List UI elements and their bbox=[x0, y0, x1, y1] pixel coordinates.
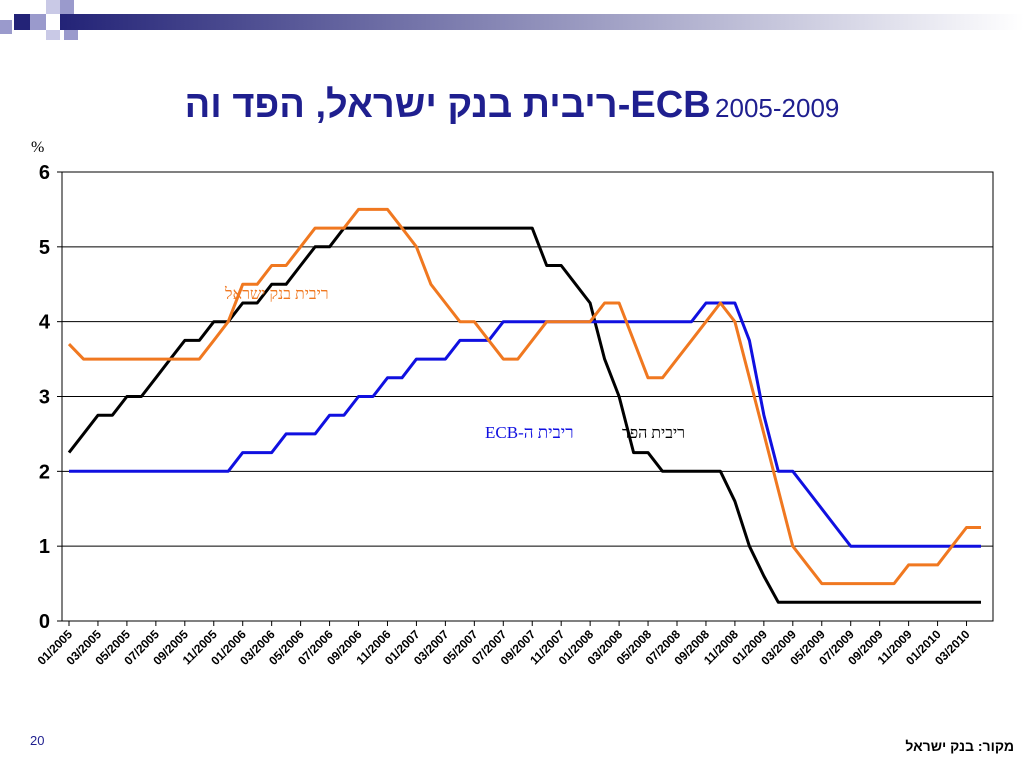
y-tick-label: 3 bbox=[39, 387, 50, 409]
y-tick-label: 6 bbox=[39, 162, 50, 184]
annotation-ecb: ריבית ה-ECB bbox=[485, 423, 574, 442]
decor-square bbox=[14, 14, 30, 30]
decor-square bbox=[30, 14, 46, 30]
slide-number: 20 bbox=[30, 733, 45, 748]
annotation-boi: ריבית בנק ישראל bbox=[224, 285, 329, 303]
decor-square bbox=[60, 0, 74, 14]
title-main: ריבית בנק ישראל, הפד וה-ECB bbox=[184, 84, 711, 126]
decor-square bbox=[0, 20, 12, 34]
title-years: 2005-2009 bbox=[715, 93, 840, 123]
series-lines bbox=[67, 207, 981, 604]
y-tick-label: 0 bbox=[39, 611, 50, 633]
source-note: מקור: בנק ישראל bbox=[905, 738, 1014, 754]
x-axis-ticks: 01/200503/200505/200507/200509/200511/20… bbox=[35, 621, 973, 668]
decor-square bbox=[46, 0, 60, 14]
decor-square bbox=[46, 30, 60, 40]
y-axis-label: % bbox=[31, 139, 44, 156]
series-line bbox=[67, 207, 981, 586]
series-line bbox=[69, 301, 981, 548]
decor-square bbox=[0, 0, 16, 16]
decorative-squares bbox=[0, 0, 1024, 40]
y-tick-label: 2 bbox=[39, 461, 50, 483]
y-tick-label: 4 bbox=[39, 312, 51, 334]
annotation-fed: ריבית הפד bbox=[622, 425, 685, 442]
y-axis-ticks: 0 1 2 3 4 5 6 bbox=[39, 162, 62, 633]
y-tick-label: 5 bbox=[39, 237, 50, 259]
decor-stripe bbox=[60, 14, 1024, 30]
decor-square bbox=[64, 30, 78, 40]
slide-title: ריבית בנק ישראל, הפד וה-ECB 2005-2009 bbox=[0, 84, 1024, 127]
y-tick-label: 1 bbox=[39, 536, 50, 558]
series-line bbox=[67, 226, 981, 604]
